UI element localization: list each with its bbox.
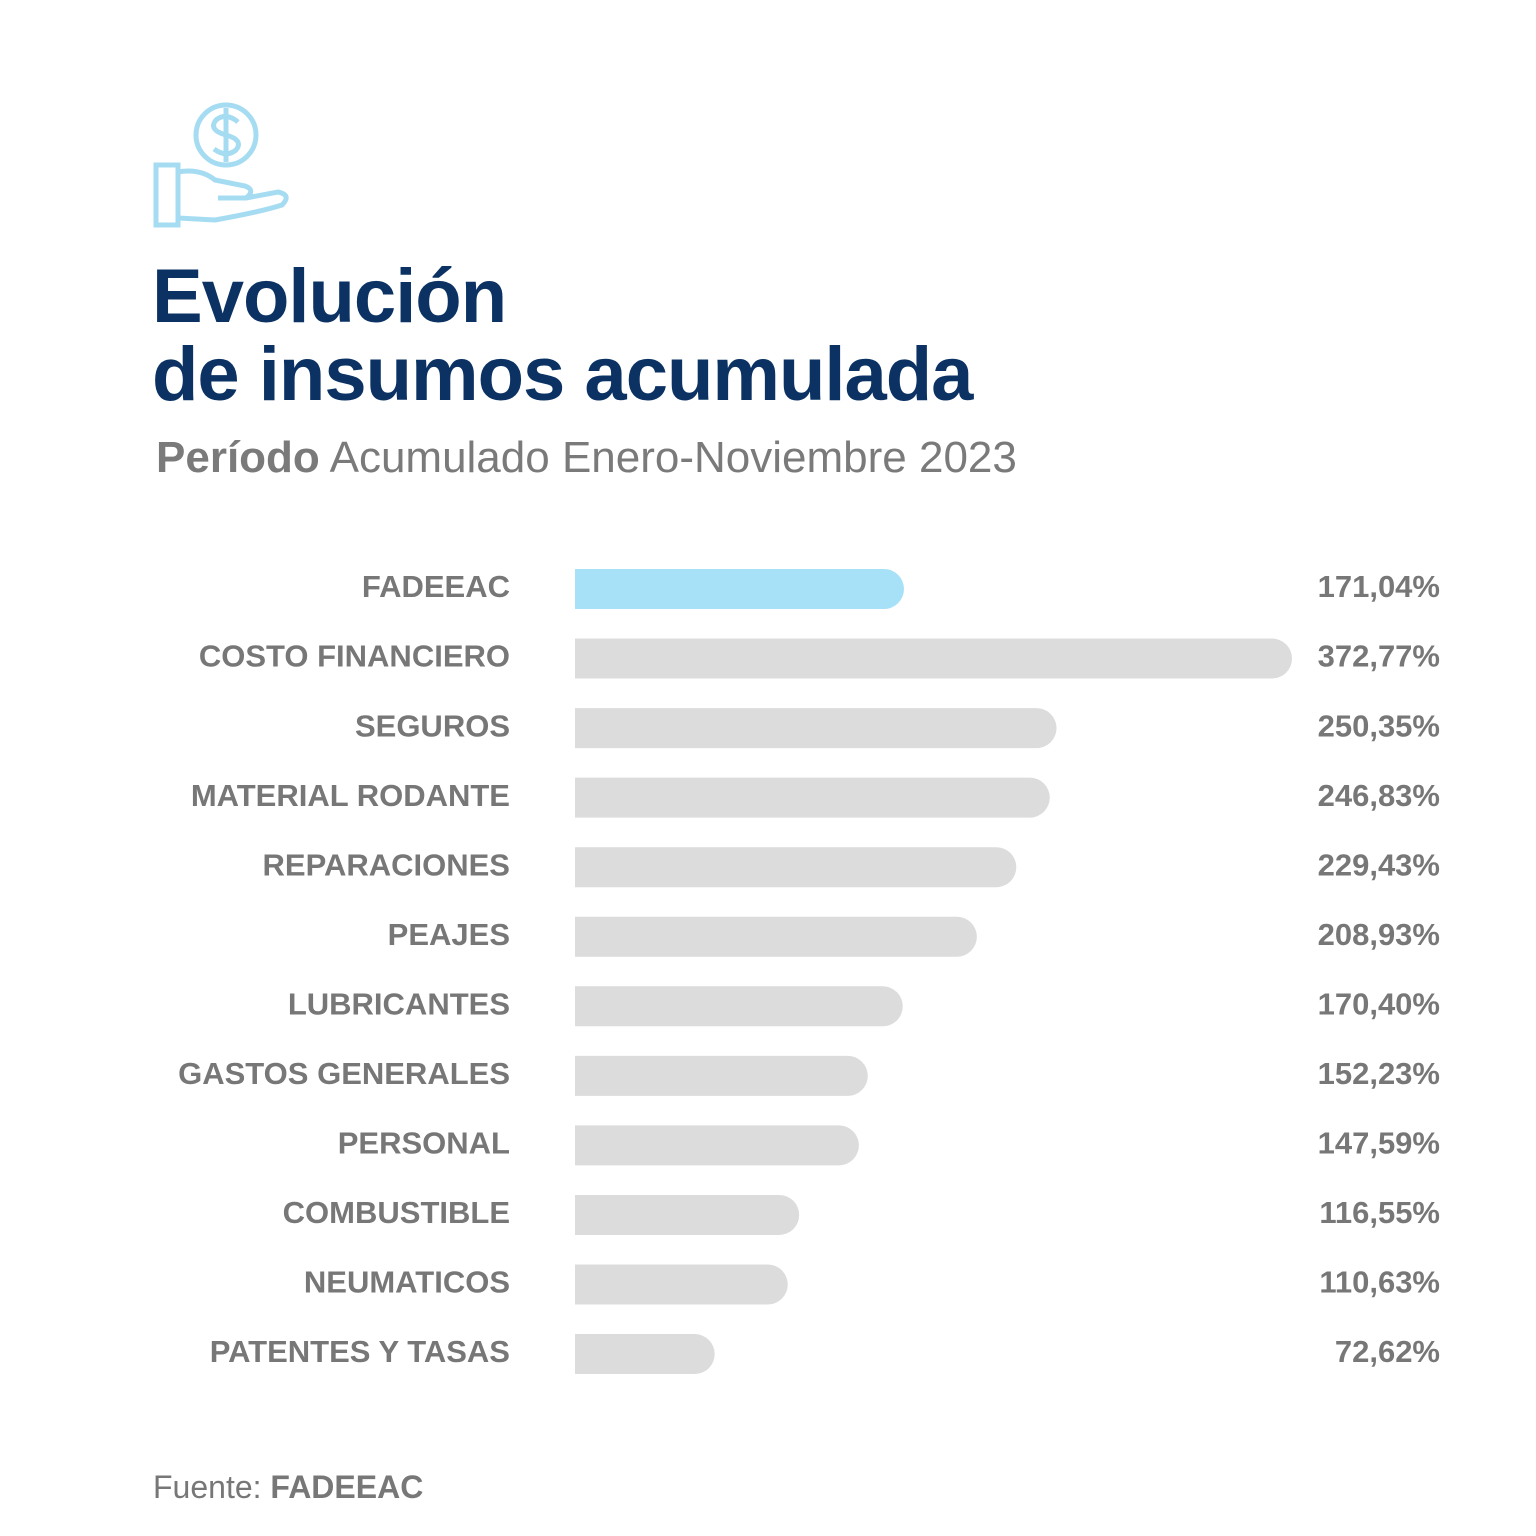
value-label: 250,35%: [1318, 708, 1440, 743]
category-label: REPARACIONES: [263, 847, 510, 882]
bar: [575, 1055, 868, 1096]
bar: [575, 986, 903, 1027]
bar: [575, 1125, 859, 1166]
subtitle-text: Acumulado Enero-Noviembre 2023: [330, 433, 1017, 482]
category-label: PEAJES: [388, 917, 510, 952]
category-label: COSTO FINANCIERO: [199, 639, 510, 674]
source-label: Fuente:: [153, 1469, 262, 1505]
icon: [153, 102, 289, 228]
value-label: 246,83%: [1318, 778, 1440, 813]
category-label: NEUMATICOS: [304, 1265, 510, 1300]
value-label: 147,59%: [1318, 1126, 1440, 1161]
category-label: COMBUSTIBLE: [283, 1195, 510, 1230]
value-label: 372,77%: [1318, 639, 1440, 674]
bar: [575, 777, 1050, 818]
value-label: 171,04%: [1318, 569, 1440, 604]
chart-title: de insumos acumulada: [152, 332, 974, 417]
value-label: 110,63%: [1319, 1265, 1440, 1300]
category-label: MATERIAL RODANTE: [191, 778, 510, 813]
value-label: 170,40%: [1318, 986, 1440, 1021]
source-name: FADEEAC: [270, 1469, 423, 1505]
bar: [575, 1334, 715, 1375]
bar: [575, 638, 1293, 679]
category-label: SEGUROS: [355, 708, 510, 743]
bar: [575, 1194, 800, 1235]
value-label: 152,23%: [1318, 1056, 1440, 1091]
value-label: 229,43%: [1318, 847, 1440, 882]
value-label: 208,93%: [1318, 917, 1440, 952]
bar: [575, 847, 1017, 888]
bar: [575, 916, 977, 957]
value-label: 116,55%: [1319, 1195, 1440, 1230]
source: Fuente: FADEEAC: [153, 1469, 423, 1505]
category-label: FADEEAC: [362, 569, 510, 604]
subtitle-bold: Período: [156, 433, 320, 482]
value-label: 72,62%: [1335, 1334, 1440, 1369]
chart-title: Evolución: [152, 254, 506, 339]
chart-subtitle: Período Acumulado Enero-Noviembre 2023: [156, 433, 1017, 482]
category-label: LUBRICANTES: [288, 986, 510, 1021]
category-label: GASTOS GENERALES: [178, 1056, 510, 1091]
category-label: PATENTES Y TASAS: [210, 1334, 510, 1369]
category-label: PERSONAL: [338, 1126, 510, 1161]
bar: [575, 1264, 788, 1305]
bar: [575, 569, 904, 609]
bar: [575, 708, 1057, 749]
